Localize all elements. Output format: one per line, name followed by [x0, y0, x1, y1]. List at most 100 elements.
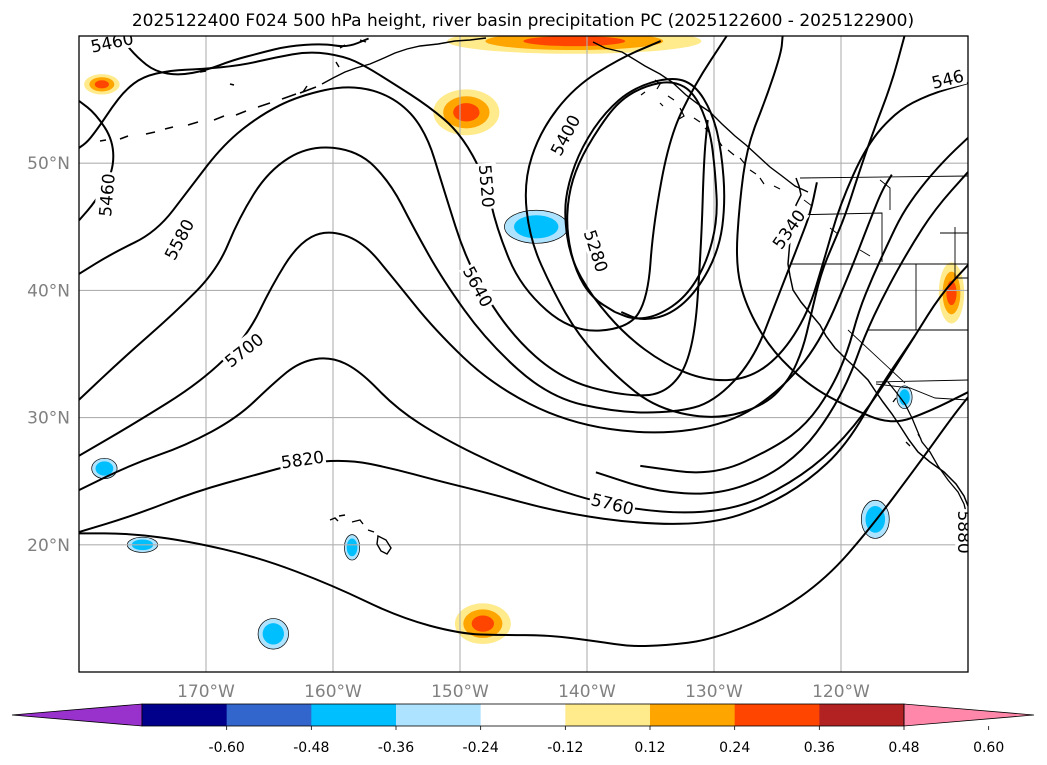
colorbar-tick-label: -0.48 [293, 740, 329, 756]
negative-precip-area [91, 457, 118, 480]
contour-label-bg [544, 109, 585, 160]
contour-label-text: 5280 [579, 228, 611, 275]
figure-title: 2025122400 F024 500 hPa height, river ba… [132, 11, 914, 31]
hawaii-islands [329, 514, 392, 555]
contour-label-bg [219, 327, 268, 372]
precip-band [95, 461, 114, 476]
contour-5400 [640, 137, 968, 474]
colorbar-tick-label: 0.60 [973, 740, 1004, 756]
coastlines [99, 37, 968, 555]
precip-band [899, 389, 910, 406]
colorbar-frame [141, 703, 905, 727]
contour-label-bg [158, 214, 199, 265]
precip-band [513, 215, 559, 239]
contour-5520 [79, 36, 728, 332]
colorbar-extend-high [903, 703, 1035, 727]
contour-label-bg [587, 487, 638, 519]
colorbar-bin [396, 704, 482, 726]
contour-label-text: 5520 [474, 164, 498, 209]
lon-tick-label: 150°W [431, 682, 489, 702]
contour-5460 [564, 77, 968, 382]
precip-shading [84, 36, 965, 650]
contour-label: 5460 [87, 29, 137, 58]
contour-label-bg [87, 36, 137, 56]
contour-5460 [120, 37, 369, 76]
contour-label-bg [927, 64, 968, 93]
colorbar-bin [819, 704, 905, 726]
height-contours [79, 36, 968, 648]
lon-tick-label: 170°W [177, 682, 235, 702]
negative-precip-area [504, 209, 569, 244]
negative-precip-area [257, 618, 289, 650]
colorbar-tick-label: 0.36 [804, 740, 835, 756]
colorbar-bin [311, 704, 397, 726]
alaska-coast [302, 37, 809, 193]
lon-tick-label: 130°W [685, 682, 743, 702]
contour-label: 5580 [158, 214, 199, 265]
colorbar-bin [650, 704, 736, 726]
lon-tick-label: 140°W [558, 682, 616, 702]
contour-label-text: 5880 [953, 510, 973, 553]
negative-precip-area [344, 534, 361, 561]
colorbar-tick-label: -0.24 [463, 740, 499, 756]
contour-label: 5880 [953, 509, 973, 556]
positive-precip-area [447, 36, 702, 54]
contour-5640 [79, 146, 818, 414]
contour-5280 [566, 81, 718, 320]
longitude-ticks: 170°W 160°W 150°W 140°W 130°W 120°W [177, 682, 870, 702]
contour-5820 [79, 335, 916, 534]
colorbar-tick-label: 0.48 [888, 740, 919, 756]
contour-label-bg [93, 171, 118, 219]
contour-5580 [79, 86, 709, 397]
contour-5880 [735, 36, 968, 423]
colorbar-tick-label: -0.12 [547, 740, 583, 756]
colorbar-tick-label: -0.60 [209, 740, 245, 756]
contour-label-text: 5460 [96, 173, 120, 218]
negative-precip-area [896, 385, 913, 410]
us-west-coast [787, 177, 968, 507]
precip-band [523, 36, 626, 47]
contour-label-bg [475, 162, 500, 210]
baja-california [887, 381, 968, 521]
positive-precip-area [454, 603, 511, 645]
colorbar: -0.60 -0.48 -0.36 -0.24 -0.12 0.12 0.24 0.36 0.4… [11, 703, 1035, 756]
precip-band [453, 103, 480, 122]
colorbar-tick-label: 0.12 [634, 740, 665, 756]
colorbar-bin [734, 704, 820, 726]
contour-5520 [595, 171, 968, 495]
contour-label-bg [580, 225, 614, 276]
lon-tick-label: 160°W [304, 682, 362, 702]
map-panel: 5460546055805580570058205760564055205400… [79, 29, 973, 672]
colorbar-bin [565, 704, 651, 726]
contour-5880 [79, 396, 968, 648]
lat-tick-label: 40°N [27, 281, 70, 301]
colorbar-bin [480, 704, 566, 726]
mexico-border [875, 383, 968, 401]
contour-label: 5520 [474, 162, 500, 210]
graticule [79, 36, 968, 672]
lat-tick-label: 20°N [27, 536, 70, 556]
precip-band [346, 538, 358, 557]
contour-label-text: 5460 [89, 29, 135, 58]
contour-label: 5820 [278, 445, 327, 474]
map-frame [78, 35, 969, 673]
colorbar-extend-low [11, 703, 143, 727]
colorbar-bin [142, 704, 228, 726]
contour-label-text: 546 [930, 67, 966, 94]
latitude-ticks: 20°N 30°N 40°N 50°N [27, 154, 70, 556]
contour-label: 546 [927, 64, 968, 94]
contour-label-bg [766, 204, 810, 254]
colorbar-tick-label: -0.36 [378, 740, 414, 756]
contour-label-bg [278, 445, 327, 472]
positive-precip-area [84, 74, 120, 95]
contour-label: 5640 [458, 261, 499, 312]
contour-label-text: 5760 [589, 490, 636, 520]
lat-tick-label: 30°N [27, 409, 70, 429]
contour-label: 5460 [93, 171, 120, 219]
contour-label: 5700 [219, 327, 268, 372]
contour-5760 [79, 264, 968, 514]
contour-label-bg [459, 261, 499, 312]
colorbar-tick-label: 0.24 [719, 740, 750, 756]
precip-band [471, 615, 495, 632]
